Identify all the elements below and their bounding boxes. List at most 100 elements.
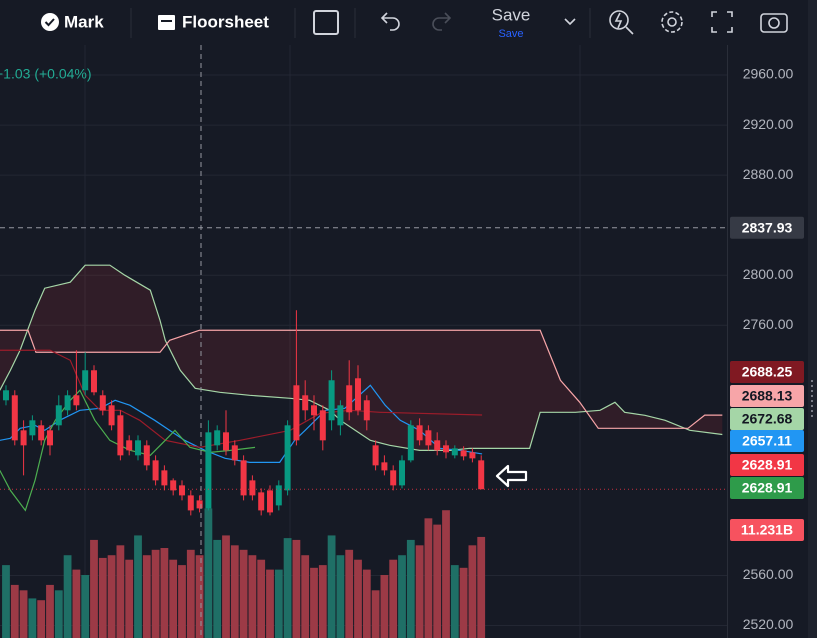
candle-body bbox=[2, 390, 9, 401]
pointer-arrow bbox=[495, 464, 528, 488]
candle-body bbox=[82, 370, 89, 391]
price-label: 2688.13 bbox=[742, 388, 793, 404]
price-label: 2657.11 bbox=[742, 433, 792, 449]
candle-body bbox=[469, 452, 476, 459]
candle-body bbox=[11, 395, 18, 441]
price-label: 2628.91 bbox=[742, 480, 793, 496]
price-label-bg bbox=[730, 385, 804, 407]
volume-bar bbox=[310, 567, 318, 638]
volume-label-bg bbox=[730, 519, 804, 541]
volume-bar bbox=[239, 549, 248, 638]
volume-bar bbox=[46, 584, 54, 638]
indicator-line bbox=[0, 329, 723, 429]
save-label: Save bbox=[492, 5, 531, 24]
candle-body bbox=[46, 430, 53, 446]
price-label: 2628.91 bbox=[742, 457, 793, 473]
candle-body bbox=[346, 385, 353, 413]
volume-bar bbox=[424, 518, 433, 638]
volume-bar bbox=[72, 569, 81, 638]
candle-body bbox=[337, 405, 344, 426]
candle-body bbox=[478, 460, 485, 490]
cloud bbox=[0, 265, 723, 451]
volume-bar bbox=[178, 565, 186, 638]
candle-body bbox=[249, 480, 256, 496]
candle-body bbox=[451, 448, 458, 456]
candle-body bbox=[178, 485, 185, 496]
candle-body bbox=[434, 440, 441, 451]
volume-bar bbox=[37, 600, 46, 638]
y-tick-label: 2880.00 bbox=[743, 166, 794, 182]
undo-button[interactable] bbox=[380, 12, 400, 31]
candle-body bbox=[266, 490, 273, 513]
candle-body bbox=[372, 445, 379, 466]
fullscreen-button[interactable] bbox=[711, 11, 733, 33]
volume-bar bbox=[266, 569, 274, 638]
alert-button[interactable] bbox=[609, 10, 634, 35]
volume-bar bbox=[213, 539, 222, 638]
candle-body bbox=[231, 445, 238, 461]
candle-body bbox=[443, 445, 450, 453]
volume-bar bbox=[415, 545, 424, 638]
volume-bar bbox=[186, 549, 195, 638]
candle-body bbox=[187, 495, 194, 511]
volume-bar bbox=[81, 575, 90, 638]
volume-bar bbox=[2, 565, 10, 638]
candle-body bbox=[416, 425, 423, 441]
save-menu[interactable] bbox=[564, 18, 576, 26]
volume-bar bbox=[63, 555, 72, 638]
floorsheet-button[interactable]: Floorsheet bbox=[158, 12, 269, 31]
volume-bar bbox=[433, 524, 442, 638]
candle-body bbox=[161, 470, 168, 486]
candle-body bbox=[170, 480, 177, 491]
candle-body bbox=[38, 425, 45, 441]
mark-button[interactable]: Mark bbox=[41, 12, 104, 31]
indicator-line bbox=[0, 389, 256, 512]
volume-bar bbox=[134, 535, 142, 638]
volume-bar bbox=[468, 545, 477, 638]
price-label: 2672.68 bbox=[742, 411, 793, 427]
candle-body bbox=[99, 395, 106, 411]
price-label-bg bbox=[730, 430, 804, 452]
volume-bar bbox=[477, 536, 486, 638]
y-tick-label: 2760.00 bbox=[743, 316, 794, 332]
gear-center bbox=[667, 17, 677, 27]
volume-bar bbox=[450, 565, 459, 638]
volume-bar bbox=[336, 555, 345, 638]
indicator-line bbox=[0, 384, 483, 463]
candle-body bbox=[55, 405, 62, 426]
volume-bar bbox=[90, 539, 98, 638]
price-label-bg bbox=[730, 477, 804, 499]
volume-bar bbox=[292, 539, 301, 638]
candle-body bbox=[407, 425, 414, 461]
floorsheet-icon-line bbox=[161, 20, 172, 22]
camera-body bbox=[760, 13, 788, 33]
save-button[interactable]: Save Save bbox=[492, 5, 531, 39]
volume-bar bbox=[230, 545, 239, 638]
layout-button[interactable] bbox=[313, 10, 339, 35]
volume-bar bbox=[222, 535, 230, 638]
volume-bar bbox=[195, 555, 204, 638]
candle-body bbox=[399, 460, 406, 486]
volume-bar bbox=[248, 555, 257, 638]
volume-bar bbox=[10, 584, 19, 638]
volume-bar bbox=[380, 575, 389, 638]
settings-button[interactable] bbox=[661, 11, 683, 33]
volume-bar bbox=[362, 569, 371, 638]
volume-bar bbox=[283, 538, 292, 638]
volume-bar bbox=[160, 548, 169, 638]
toolbar: Mark Floorsheet Save Save bbox=[0, 0, 808, 45]
volume-bar bbox=[125, 559, 134, 638]
candle-body bbox=[240, 460, 247, 496]
price-label: 2688.25 bbox=[742, 364, 793, 380]
plot bbox=[0, 74, 727, 638]
volume-bar bbox=[345, 549, 354, 638]
gear-teeth bbox=[661, 11, 683, 33]
y-tick-label: 2960.00 bbox=[743, 66, 794, 82]
volume-bar bbox=[318, 565, 327, 638]
redo-button[interactable] bbox=[432, 12, 452, 31]
volume-bar bbox=[459, 567, 468, 638]
screenshot-button[interactable] bbox=[760, 13, 788, 33]
